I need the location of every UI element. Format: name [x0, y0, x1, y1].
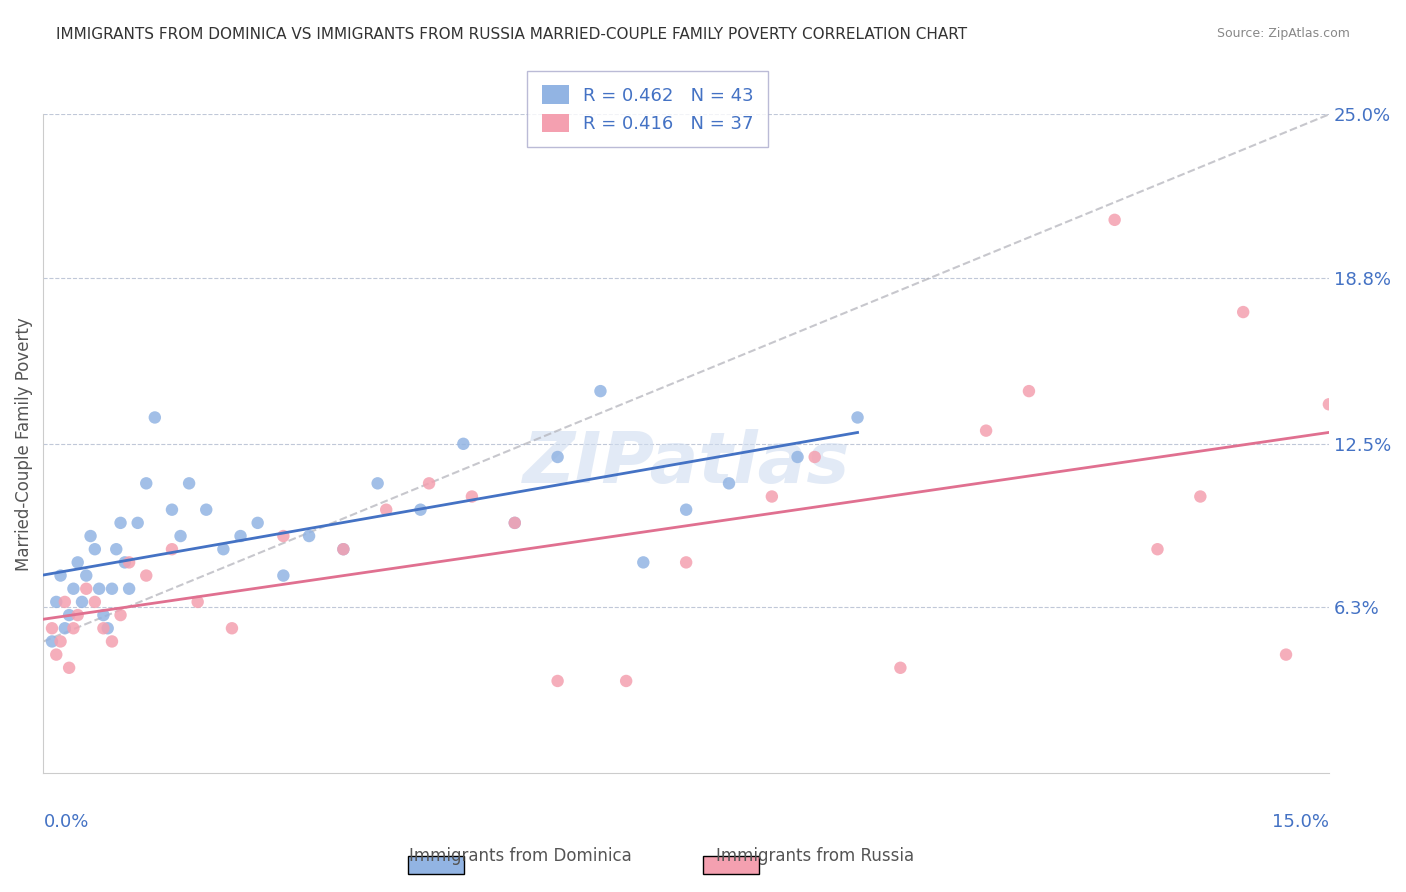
Text: Immigrants from Russia: Immigrants from Russia — [717, 847, 914, 865]
Point — [177, 476, 200, 491]
Point — [75, 568, 97, 582]
Point — [93, 621, 115, 635]
Point — [110, 608, 132, 623]
Point — [846, 410, 869, 425]
Point — [58, 661, 80, 675]
Point — [332, 542, 354, 557]
Point — [1018, 384, 1040, 398]
Point — [135, 476, 157, 491]
Point — [889, 661, 911, 675]
Point — [547, 673, 569, 688]
Point — [53, 595, 76, 609]
Point — [187, 595, 209, 609]
Point — [589, 384, 612, 398]
Point — [105, 542, 128, 557]
Point — [761, 490, 783, 504]
Point — [453, 437, 475, 451]
Text: 15.0%: 15.0% — [1272, 813, 1329, 830]
Point — [66, 608, 89, 623]
Text: IMMIGRANTS FROM DOMINICA VS IMMIGRANTS FROM RUSSIA MARRIED-COUPLE FAMILY POVERTY: IMMIGRANTS FROM DOMINICA VS IMMIGRANTS F… — [56, 27, 967, 42]
Point — [409, 502, 432, 516]
Point — [1317, 397, 1340, 411]
Point — [675, 502, 697, 516]
Point — [273, 529, 295, 543]
Point — [97, 621, 120, 635]
Point — [41, 634, 63, 648]
Point — [49, 634, 72, 648]
Point — [221, 621, 243, 635]
Point — [62, 621, 84, 635]
Point — [229, 529, 252, 543]
Y-axis label: Married-Couple Family Poverty: Married-Couple Family Poverty — [15, 317, 32, 571]
Point — [461, 490, 484, 504]
Point — [169, 529, 191, 543]
Point — [127, 516, 149, 530]
Point — [114, 555, 136, 569]
Point — [503, 516, 526, 530]
Point — [79, 529, 101, 543]
Point — [246, 516, 269, 530]
Point — [375, 502, 398, 516]
Point — [1146, 542, 1168, 557]
Point — [974, 424, 997, 438]
Point — [62, 582, 84, 596]
Text: ZIPatlas: ZIPatlas — [523, 429, 849, 498]
Point — [332, 542, 354, 557]
Text: 0.0%: 0.0% — [44, 813, 89, 830]
Point — [110, 516, 132, 530]
Point — [273, 568, 295, 582]
Text: Immigrants from Dominica: Immigrants from Dominica — [409, 847, 631, 865]
Point — [717, 476, 740, 491]
Point — [45, 595, 67, 609]
Point — [1232, 305, 1254, 319]
Point — [87, 582, 110, 596]
Point — [75, 582, 97, 596]
Point — [298, 529, 321, 543]
Point — [118, 555, 141, 569]
Point — [53, 621, 76, 635]
Point — [70, 595, 93, 609]
Point — [101, 582, 124, 596]
Point — [66, 555, 89, 569]
Point — [195, 502, 218, 516]
Point — [93, 608, 115, 623]
Point — [49, 568, 72, 582]
Point — [45, 648, 67, 662]
Point — [418, 476, 440, 491]
Point — [143, 410, 166, 425]
Point — [83, 595, 105, 609]
Point — [58, 608, 80, 623]
Point — [1104, 212, 1126, 227]
Point — [101, 634, 124, 648]
Point — [212, 542, 235, 557]
Text: Source: ZipAtlas.com: Source: ZipAtlas.com — [1216, 27, 1350, 40]
Point — [675, 555, 697, 569]
Point — [160, 542, 183, 557]
Point — [633, 555, 655, 569]
Point — [614, 673, 637, 688]
Point — [135, 568, 157, 582]
Point — [1275, 648, 1298, 662]
Point — [160, 502, 183, 516]
Legend: R = 0.462   N = 43, R = 0.416   N = 37: R = 0.462 N = 43, R = 0.416 N = 37 — [527, 70, 768, 147]
Point — [803, 450, 825, 464]
Point — [786, 450, 808, 464]
Point — [1189, 490, 1212, 504]
Point — [367, 476, 389, 491]
Point — [503, 516, 526, 530]
Point — [118, 582, 141, 596]
Point — [41, 621, 63, 635]
Point — [547, 450, 569, 464]
Point — [83, 542, 105, 557]
